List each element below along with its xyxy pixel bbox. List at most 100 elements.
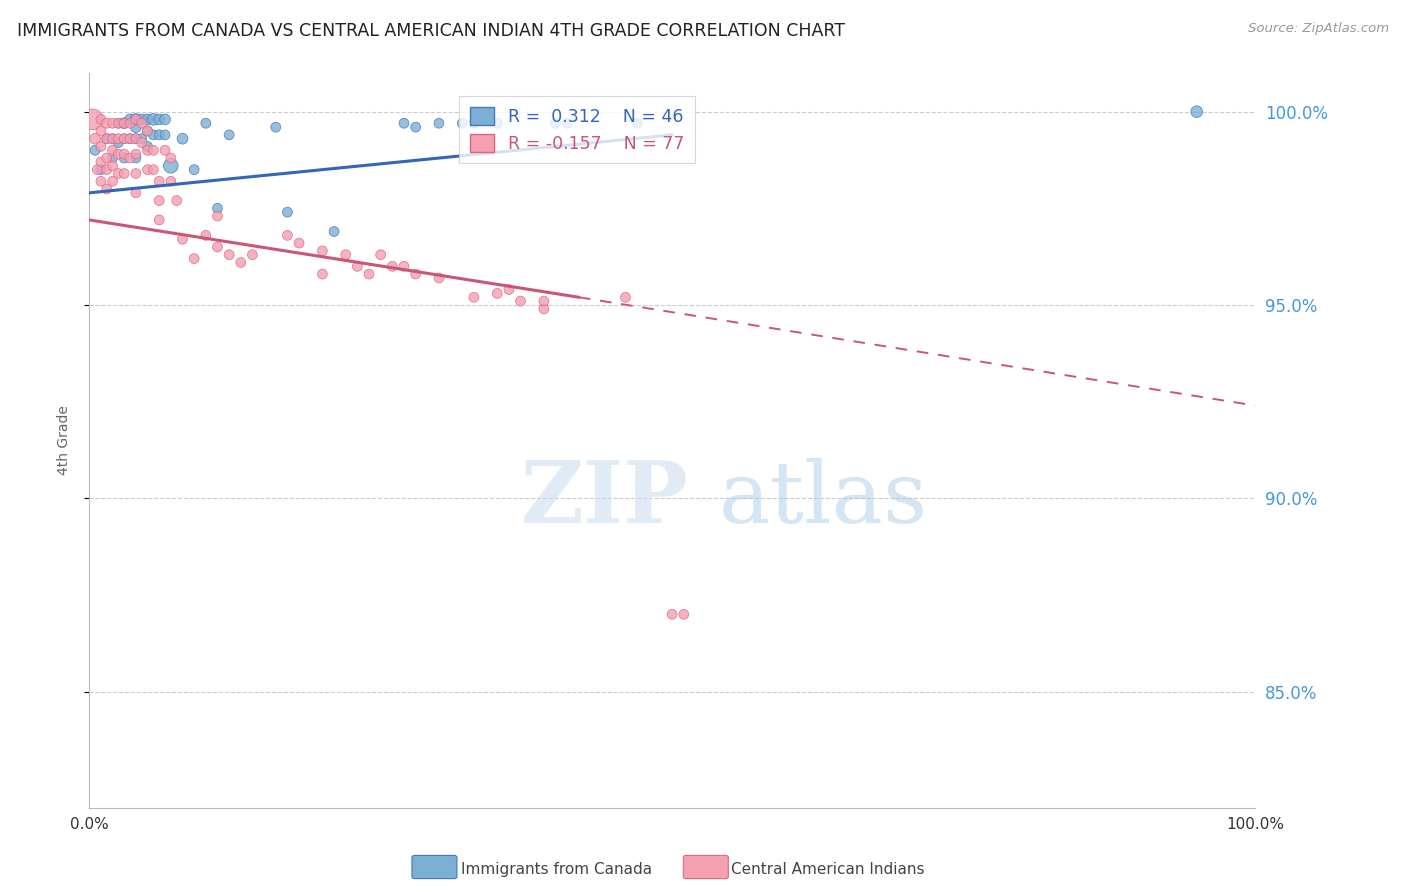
Point (183, 162, 205, 177)
Point (451, 116, 474, 130)
Point (125, 112, 148, 127)
Point (90, 155, 112, 169)
Point (101, 144, 124, 158)
Point (1185, 104, 1208, 119)
Point (427, 116, 450, 130)
Point (218, 248, 240, 262)
Point (96, 116, 118, 130)
Point (276, 205, 298, 219)
Point (172, 232, 194, 246)
Point (148, 174, 170, 188)
Point (153, 112, 176, 127)
Point (118, 132, 141, 146)
Point (153, 128, 176, 142)
Point (160, 174, 183, 188)
Point (357, 267, 380, 281)
Point (101, 151, 124, 165)
Point (148, 112, 170, 127)
Text: Central American Indians: Central American Indians (731, 863, 925, 877)
Point (614, 290, 637, 304)
Point (125, 167, 148, 181)
Point (118, 132, 141, 146)
Point (392, 260, 415, 274)
Point (136, 162, 159, 177)
Point (160, 151, 183, 165)
Point (335, 248, 357, 262)
Point (107, 167, 129, 181)
Point (153, 144, 176, 158)
Point (392, 116, 415, 130)
Point (672, 607, 695, 622)
Point (90, 112, 112, 127)
Point (131, 116, 153, 130)
Point (131, 136, 153, 150)
Point (544, 116, 567, 130)
Point (136, 139, 159, 153)
Point (148, 213, 170, 227)
Point (107, 147, 129, 161)
Point (486, 116, 509, 130)
Point (112, 132, 135, 146)
Point (323, 225, 346, 239)
Y-axis label: 4th Grade: 4th Grade (58, 405, 72, 475)
Point (381, 260, 404, 274)
Point (207, 209, 229, 223)
Point (405, 267, 427, 281)
Point (107, 116, 129, 130)
Point (136, 144, 159, 158)
Text: ZIP: ZIP (520, 457, 689, 541)
Point (148, 128, 170, 142)
Point (661, 607, 683, 622)
Point (131, 112, 153, 127)
Point (311, 267, 333, 281)
Point (125, 132, 148, 146)
Point (96, 132, 118, 146)
Point (82, 112, 104, 127)
Point (533, 294, 555, 309)
Point (112, 116, 135, 130)
Point (112, 147, 135, 161)
Point (101, 116, 124, 130)
Point (160, 159, 183, 173)
Point (125, 186, 148, 200)
Point (112, 151, 135, 165)
Point (486, 286, 509, 301)
Point (427, 271, 450, 285)
Point (90, 162, 112, 177)
Point (311, 244, 333, 258)
Point (118, 116, 141, 130)
Point (142, 128, 165, 142)
Point (112, 132, 135, 146)
Point (86, 162, 108, 177)
Point (96, 132, 118, 146)
Point (555, 116, 578, 130)
Point (101, 132, 124, 146)
Point (194, 116, 217, 130)
Point (125, 132, 148, 146)
Point (96, 162, 118, 177)
Text: Immigrants from Canada: Immigrants from Canada (461, 863, 652, 877)
Point (242, 248, 264, 262)
Point (498, 283, 520, 297)
Point (463, 116, 485, 130)
Point (107, 116, 129, 130)
Point (90, 139, 112, 153)
Point (96, 151, 118, 165)
Point (136, 112, 159, 127)
Point (118, 151, 141, 165)
Point (626, 116, 648, 130)
Point (118, 112, 141, 127)
Text: atlas: atlas (718, 458, 928, 541)
Point (264, 120, 287, 135)
Point (288, 236, 311, 251)
Point (370, 248, 392, 262)
Point (229, 255, 252, 269)
Point (136, 124, 159, 138)
Legend: R =  0.312    N = 46, R = -0.157    N = 77: R = 0.312 N = 46, R = -0.157 N = 77 (460, 96, 695, 163)
Point (90, 174, 112, 188)
Point (125, 112, 148, 127)
Text: IMMIGRANTS FROM CANADA VS CENTRAL AMERICAN INDIAN 4TH GRADE CORRELATION CHART: IMMIGRANTS FROM CANADA VS CENTRAL AMERIC… (17, 22, 845, 40)
Point (166, 194, 188, 208)
Point (101, 174, 124, 188)
Point (148, 194, 170, 208)
